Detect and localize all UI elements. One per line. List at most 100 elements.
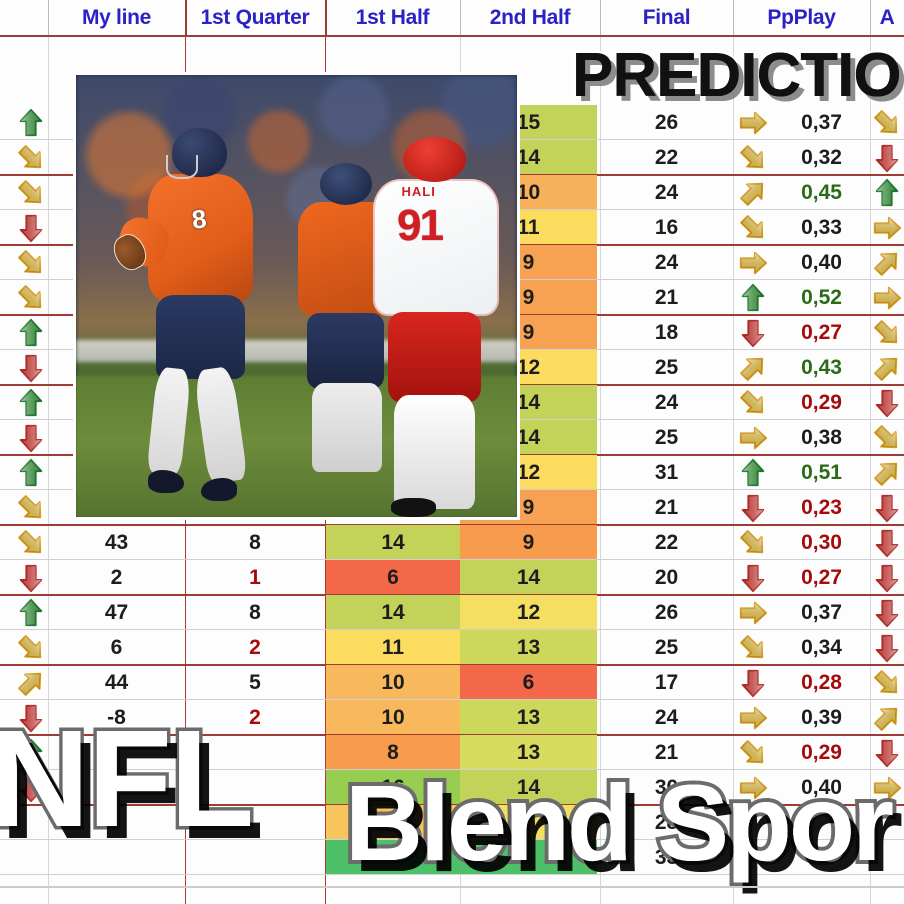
cell-final[interactable]: 26 — [654, 110, 679, 134]
cell-ppplay[interactable]: 0,27 — [801, 320, 842, 344]
cell-ppplay[interactable]: 0,37 — [801, 110, 842, 134]
cell-2nd-half[interactable]: 11 — [517, 215, 540, 239]
column-header-my-line[interactable]: My line — [81, 5, 152, 29]
cell-2nd-half[interactable]: 9 — [522, 530, 535, 554]
cell-ppplay[interactable]: 0,23 — [801, 495, 842, 519]
cell-2nd-half[interactable]: 6 — [522, 670, 535, 694]
cell-final[interactable]: 26 — [654, 600, 679, 624]
cell-my-line[interactable]: 2 — [110, 565, 123, 589]
column-header-ppplay[interactable]: PpPlay — [767, 5, 836, 29]
column-header-final[interactable]: Final — [642, 5, 691, 29]
cell-2nd-half[interactable]: 10 — [516, 180, 541, 204]
cell-final[interactable]: 28 — [654, 810, 679, 834]
cell-my-line[interactable]: 43 — [104, 530, 129, 554]
table-row[interactable]: 9 24 0,40 — [0, 245, 904, 280]
table-row[interactable]: 6 2 11 13 25 0,34 — [0, 630, 904, 665]
cell-2nd-half[interactable]: 14 — [516, 145, 541, 169]
cell-1st-quarter[interactable]: 8 — [249, 530, 261, 554]
cell-my-line[interactable]: 6 — [110, 635, 123, 659]
cell-final[interactable]: 31 — [654, 460, 679, 484]
cell-2nd-half[interactable]: 9 — [522, 250, 535, 274]
cell-ppplay[interactable]: 0,29 — [801, 390, 842, 414]
cell-1st-quarter[interactable]: 8 — [249, 600, 261, 624]
column-header-2nd-half[interactable]: 2nd Half — [489, 5, 571, 29]
cell-2nd-half[interactable]: 13 — [516, 635, 541, 659]
cell-final[interactable]: 24 — [654, 390, 679, 414]
table-row[interactable]: -8 2 10 13 24 0,39 — [0, 700, 904, 735]
cell-ppplay[interactable]: 0,29 — [801, 740, 842, 764]
cell-ppplay[interactable]: 0,43 — [801, 355, 842, 379]
cell-final[interactable]: 18 — [654, 320, 679, 344]
cell-ppplay[interactable]: 0,33 — [801, 215, 842, 239]
cell-2nd-half[interactable]: 13 — [516, 705, 541, 729]
cell-ppplay[interactable]: 0,37 — [801, 600, 842, 624]
cell-1st-quarter[interactable]: 1 — [249, 565, 261, 589]
cell-final[interactable]: 20 — [654, 565, 679, 589]
cell-ppplay[interactable]: 0,45 — [801, 180, 842, 204]
cell-ppplay[interactable]: 0,40 — [801, 250, 842, 274]
table-row[interactable]: 8 13 21 0,29 — [0, 735, 904, 770]
cell-2nd-half[interactable]: 12 — [516, 355, 541, 379]
cell-1st-half[interactable]: 14 — [381, 600, 405, 624]
table-row[interactable]: 2 1 6 14 20 0,27 — [0, 560, 904, 595]
cell-2nd-half[interactable]: 9 — [522, 285, 535, 309]
cell-2nd-half[interactable]: 14 — [516, 425, 541, 449]
cell-ppplay[interactable]: 0,32 — [801, 145, 842, 169]
cell-final[interactable]: 24 — [654, 180, 679, 204]
cell-1st-half[interactable]: 14 — [381, 530, 405, 554]
cell-1st-quarter[interactable]: 5 — [249, 670, 261, 694]
cell-final[interactable]: 16 — [654, 215, 679, 239]
column-header-a[interactable]: A — [879, 5, 895, 29]
cell-2nd-half[interactable]: 15 — [516, 110, 541, 134]
cell-1st-half[interactable]: 11 — [381, 635, 405, 659]
cell-ppplay[interactable]: 0,51 — [801, 460, 842, 484]
cell-2nd-half[interactable]: 14 — [516, 775, 541, 799]
table-row[interactable]: 44 5 10 6 17 0,28 — [0, 665, 904, 700]
cell-1st-half[interactable]: 10 — [381, 705, 405, 729]
cell-1st-half[interactable]: 8 — [387, 740, 399, 764]
cell-1st-quarter[interactable]: 2 — [249, 635, 261, 659]
cell-final[interactable]: 33 — [654, 845, 679, 869]
cell-ppplay[interactable]: 0,34 — [801, 635, 842, 659]
cell-final[interactable]: 21 — [654, 740, 679, 764]
cell-my-line[interactable]: 44 — [104, 670, 129, 694]
cell-2nd-half[interactable]: 12 — [516, 600, 541, 624]
cell-my-line[interactable]: 47 — [104, 600, 129, 624]
cell-2nd-half[interactable]: 14 — [516, 565, 541, 589]
cell-my-line[interactable]: -8 — [107, 705, 126, 729]
cell-ppplay[interactable]: 0,38 — [801, 425, 842, 449]
cell-2nd-half[interactable]: 14 — [516, 390, 541, 414]
cell-ppplay[interactable]: 0,39 — [801, 705, 842, 729]
cell-ppplay[interactable]: 0,28 — [801, 670, 842, 694]
cell-ppplay[interactable]: 0,52 — [801, 285, 842, 309]
cell-final[interactable]: 24 — [654, 705, 679, 729]
cell-final[interactable]: 25 — [654, 635, 679, 659]
cell-1st-quarter[interactable]: 2 — [249, 705, 261, 729]
cell-final[interactable]: 24 — [654, 250, 679, 274]
column-header-1st-half[interactable]: 1st Half — [355, 5, 430, 29]
cell-final[interactable]: 22 — [654, 530, 679, 554]
cell-2nd-half[interactable]: 9 — [522, 320, 535, 344]
cell-2nd-half[interactable]: 13 — [516, 740, 541, 764]
cell-final[interactable]: 25 — [654, 355, 679, 379]
cell-ppplay[interactable]: 0,27 — [801, 565, 842, 589]
cell-final[interactable]: 21 — [654, 285, 679, 309]
cell-ppplay[interactable]: 0,30 — [801, 530, 842, 554]
table-row[interactable]: 43 8 14 9 22 0,30 — [0, 525, 904, 560]
column-header-1st-quarter[interactable]: 1st Quarter — [200, 5, 310, 29]
cell-2nd-half[interactable]: 12 — [516, 460, 541, 484]
cell-final[interactable]: 30 — [654, 775, 679, 799]
cell-final[interactable]: 17 — [654, 670, 679, 694]
cell-final[interactable]: 22 — [654, 145, 679, 169]
column-header-blank[interactable] — [0, 0, 48, 35]
table-row[interactable]: 47 8 14 12 26 0,37 — [0, 595, 904, 630]
cell-2nd-half[interactable]: 9 — [522, 495, 535, 519]
cell-final[interactable]: 21 — [654, 495, 679, 519]
cell-1st-half[interactable]: 10 — [381, 670, 405, 694]
table-row[interactable]: 16 14 30 0,40 — [0, 770, 904, 805]
table-row[interactable]: 28 — [0, 805, 904, 840]
cell-final[interactable]: 25 — [654, 425, 679, 449]
cell-1st-half[interactable]: 6 — [387, 565, 399, 589]
table-row[interactable]: 33 — [0, 840, 904, 875]
cell-1st-half[interactable]: 16 — [381, 775, 405, 799]
